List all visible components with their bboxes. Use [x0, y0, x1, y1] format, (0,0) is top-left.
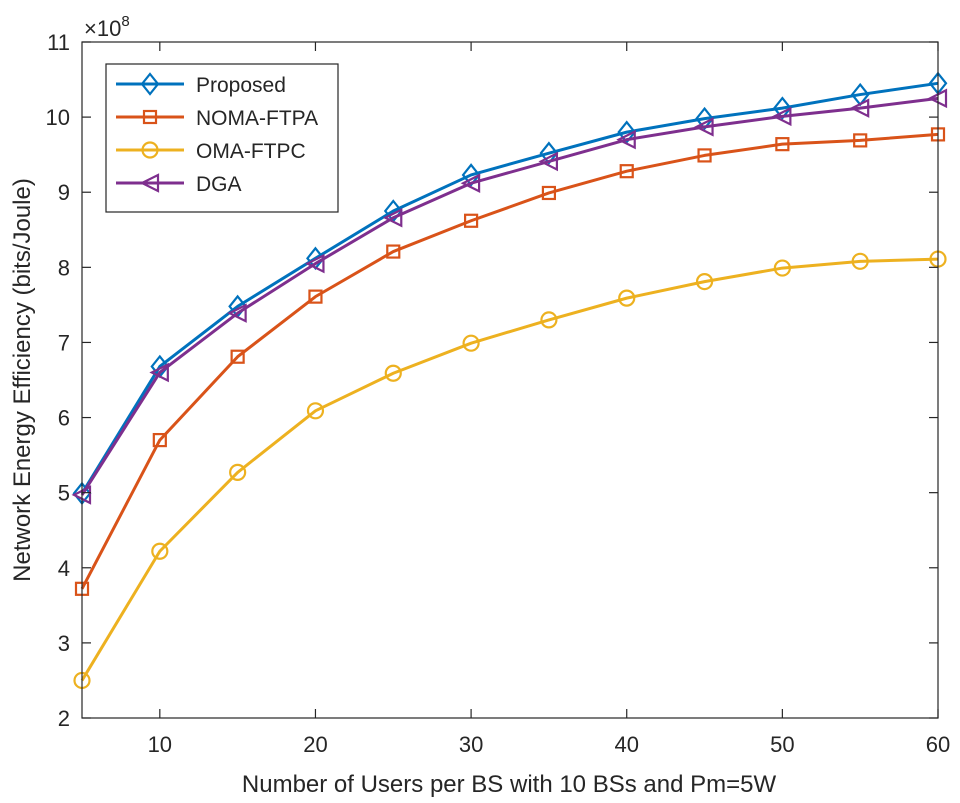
y-tick-label: 5	[58, 481, 70, 506]
y-tick-label: 2	[58, 706, 70, 731]
data-point	[618, 289, 636, 307]
legend-item: OMA-FTPC	[116, 140, 306, 163]
data-point	[775, 137, 790, 152]
legend-marker	[140, 72, 160, 96]
y-multiplier-exponent: 8	[121, 13, 129, 30]
legend: Proposed NOMA-FTPA OMA-FTPC DGA	[105, 63, 339, 213]
y-multiplier: ×108	[84, 13, 130, 41]
data-point	[386, 244, 401, 259]
series-line	[80, 257, 939, 682]
data-point	[460, 173, 481, 193]
data-point	[695, 273, 714, 291]
y-tick-label: 8	[58, 255, 70, 280]
data-point	[308, 289, 323, 304]
data-point	[462, 334, 480, 352]
data-point	[695, 106, 714, 131]
data-point	[304, 253, 325, 274]
data-point	[151, 542, 169, 560]
data-point	[771, 106, 792, 127]
data-point	[619, 164, 634, 179]
series-line	[80, 132, 939, 590]
y-tick-label: 11	[47, 30, 70, 55]
x-axis-label: Number of Users per BS with 10 BSs and P…	[242, 771, 777, 798]
data-point	[152, 432, 167, 448]
data-point	[694, 117, 714, 137]
legend-label: NOMA-FTPA	[196, 107, 318, 130]
data-point	[538, 151, 559, 172]
series-proposed	[72, 71, 948, 506]
series-dga	[71, 88, 948, 505]
axes-frame	[81, 41, 939, 719]
legend-label: OMA-FTPC	[196, 140, 306, 163]
x-tick-label: 30	[459, 732, 483, 757]
data-point	[382, 207, 403, 228]
series-noma-ftpa	[74, 127, 946, 596]
y-tick-label: 3	[58, 631, 70, 656]
data-point	[540, 311, 558, 329]
legend-marker	[139, 173, 160, 193]
y-tick-label: 7	[58, 330, 70, 355]
y-tick-label: 6	[58, 406, 70, 431]
legend-item: DGA	[116, 173, 242, 196]
data-point	[617, 120, 637, 144]
data-point	[853, 133, 868, 148]
data-point	[306, 402, 325, 420]
data-point	[697, 148, 712, 163]
data-point	[230, 349, 245, 364]
data-point	[616, 129, 636, 150]
data-point	[849, 98, 870, 118]
legend-item: NOMA-FTPA	[116, 107, 318, 130]
y-tick-label: 9	[58, 180, 70, 205]
legend-item: Proposed	[116, 72, 286, 97]
data-point	[463, 213, 479, 228]
legend-label: Proposed	[196, 74, 286, 97]
data-point	[227, 303, 247, 323]
legend-marker	[141, 141, 159, 159]
data-point	[541, 185, 557, 201]
data-point	[149, 362, 169, 383]
legend-marker	[142, 109, 158, 125]
x-tick-label: 60	[926, 732, 950, 757]
data-point	[384, 364, 402, 382]
data-point	[461, 163, 481, 187]
data-point	[773, 259, 791, 277]
data-point	[772, 96, 792, 120]
series-layer	[71, 71, 948, 690]
y-tick-label: 4	[58, 556, 70, 581]
y-tick-label: 10	[46, 105, 70, 130]
x-tick-label: 50	[770, 732, 794, 757]
x-tick-label: 20	[303, 732, 327, 757]
data-point	[229, 463, 247, 481]
data-point	[851, 252, 869, 270]
legend-label: DGA	[196, 173, 242, 196]
data-point	[539, 141, 559, 165]
x-tick-label: 10	[148, 732, 172, 757]
axes-layer: 10 20 30 40 50 60 2 3 4 5 6 7 8 9 10 11	[46, 30, 951, 757]
y-axis-label: Network Energy Efficiency (bits/Joule)	[9, 178, 36, 582]
series-line	[80, 96, 939, 496]
x-tick-label: 40	[614, 732, 638, 757]
series-line	[80, 81, 939, 495]
